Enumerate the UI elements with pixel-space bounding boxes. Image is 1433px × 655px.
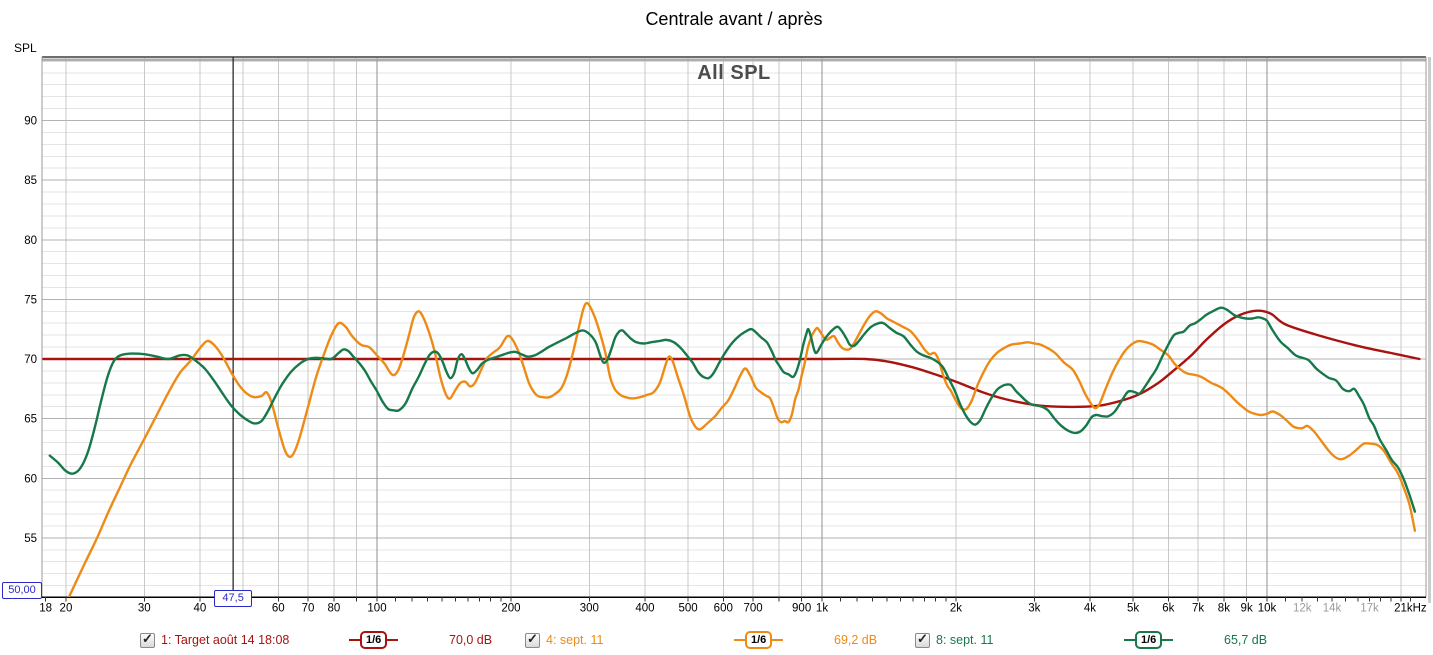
x-tick-label: 14k [1323, 603, 1342, 615]
x-tick-label: 900 [792, 603, 811, 615]
traces [42, 301, 1421, 597]
y-tick-label: 90 [24, 116, 37, 128]
x-axis-labels: 18 20 30 40 60 70 80 100 200 300 400 500 600 700 900 1k… [39, 603, 1427, 615]
trace-line-swatch [772, 638, 784, 642]
x-tick-label: 3k [1028, 603, 1040, 615]
smoothing-value: 1/6 [1135, 631, 1163, 649]
y-axis-min-value-box[interactable]: 50,00 [2, 582, 42, 599]
check-icon: ✓ [527, 630, 538, 646]
x-tick-label: 100 [367, 603, 386, 615]
x-tick-label: 18 [39, 603, 52, 615]
check-icon: ✓ [917, 630, 928, 646]
x-tick-label: 400 [635, 603, 654, 615]
legend-item-target: ✓ 1: Target août 14 18:08 1/6 70,0 dB [140, 630, 492, 650]
y-tick-label: 85 [24, 175, 37, 187]
trace-line-swatch [349, 638, 360, 642]
trace-line-swatch [387, 638, 399, 642]
legend: ✓ 1: Target août 14 18:08 1/6 70,0 dB ✓ … [0, 630, 1433, 652]
trace-label[interactable]: 8: sept. 11 [936, 633, 994, 647]
trace-line-swatch [1124, 638, 1135, 642]
page-title: Centrale avant / après [645, 9, 823, 29]
x-tick-label: 6k [1162, 603, 1174, 615]
trace-label[interactable]: 1: Target août 14 18:08 [161, 633, 290, 647]
smoothing-badge[interactable]: 1/6 [1124, 631, 1182, 649]
plot-border [41, 56, 1431, 603]
y-tick-label: 55 [24, 533, 37, 545]
trace-line-swatch [734, 638, 745, 642]
trace-visibility-checkbox[interactable]: ✓ [915, 630, 930, 648]
x-tick-label: 20 [60, 603, 73, 615]
cursor-frequency-box[interactable]: 47,5 [214, 590, 253, 607]
smoothing-value: 1/6 [360, 631, 388, 649]
y-axis-labels: 90 85 80 75 70 65 60 55 [24, 116, 37, 545]
trace-sept11-before [67, 301, 1417, 597]
y-tick-label: 70 [24, 354, 37, 366]
smoothing-badge[interactable]: 1/6 [734, 631, 792, 649]
grid [42, 57, 1426, 597]
x-tick-label: 70 [302, 603, 315, 615]
trace-line-swatch [1162, 638, 1174, 642]
x-tick-label: 4k [1084, 603, 1096, 615]
x-tick-label: 12k [1293, 603, 1312, 615]
x-tick-label: 600 [714, 603, 733, 615]
x-tick-label: 21kHz [1394, 603, 1427, 615]
x-tick-label: 300 [580, 603, 599, 615]
trace-level-value: 65,7 dB [1224, 633, 1268, 647]
x-tick-label: 700 [743, 603, 762, 615]
plot-subtitle: All SPL [697, 62, 771, 84]
x-axis-ticks [45, 597, 1411, 602]
x-tick-label: 500 [678, 603, 697, 615]
x-tick-label: 17k [1360, 603, 1379, 615]
x-tick-label: 30 [138, 603, 151, 615]
x-tick-label: 1k [816, 603, 828, 615]
x-tick-label: 7k [1192, 603, 1204, 615]
x-tick-label: 200 [501, 603, 520, 615]
y-tick-label: 80 [24, 235, 37, 247]
y-tick-label: 75 [24, 294, 37, 306]
x-tick-label: 60 [272, 603, 285, 615]
smoothing-value: 1/6 [745, 631, 773, 649]
y-tick-label: 60 [24, 473, 37, 485]
x-tick-label: 8k [1218, 603, 1230, 615]
trace-visibility-checkbox[interactable]: ✓ [525, 630, 540, 648]
x-tick-label: 5k [1127, 603, 1139, 615]
smoothing-badge[interactable]: 1/6 [349, 631, 407, 649]
trace-level-value: 69,2 dB [834, 633, 878, 647]
check-icon: ✓ [142, 630, 153, 646]
x-tick-label: 80 [327, 603, 340, 615]
trace-visibility-checkbox[interactable]: ✓ [140, 630, 155, 648]
trace-level-value: 70,0 dB [449, 633, 493, 647]
trace-target [42, 309, 1421, 409]
x-tick-label: 9k [1241, 603, 1253, 615]
trace-label[interactable]: 4: sept. 11 [546, 633, 604, 647]
x-tick-label: 10k [1258, 603, 1277, 615]
trace-sept11-after [48, 306, 1417, 513]
x-tick-label: 2k [950, 603, 962, 615]
legend-item-sept11-before: ✓ 4: sept. 11 1/6 69,2 dB [525, 630, 877, 650]
legend-item-sept11-after: ✓ 8: sept. 11 1/6 65,7 dB [915, 630, 1267, 650]
y-tick-label: 65 [24, 414, 37, 426]
y-axis-title: SPL [14, 41, 37, 55]
x-tick-label: 40 [194, 603, 207, 615]
